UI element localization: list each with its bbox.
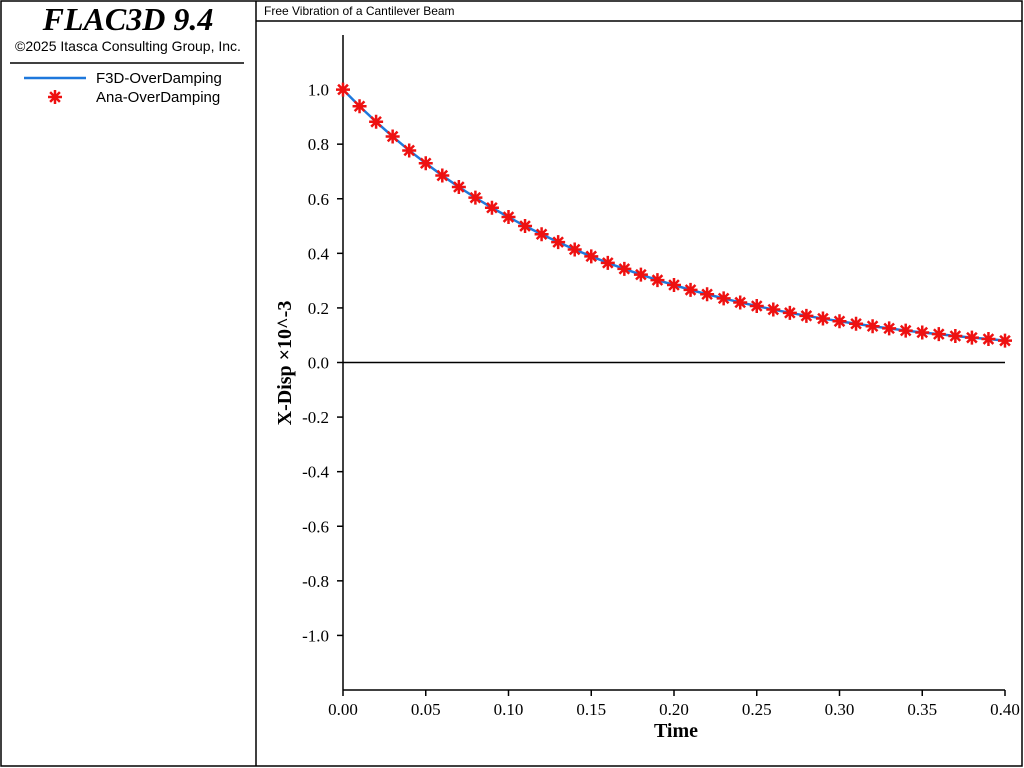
asterisk-marker: [700, 287, 715, 302]
asterisk-marker: [336, 82, 350, 97]
y-tick-label: 0.0: [308, 354, 329, 373]
asterisk-marker: [931, 327, 946, 342]
asterisk-marker: [882, 321, 897, 336]
x-tick-label: 0.30: [825, 700, 855, 719]
y-tick-label: -0.2: [302, 408, 329, 427]
x-tick-label: 0.05: [411, 700, 441, 719]
asterisk-marker: [815, 311, 830, 326]
asterisk-marker: [733, 295, 748, 310]
asterisk-marker: [667, 277, 681, 292]
asterisk-marker: [484, 200, 499, 215]
x-tick-label: 0.10: [494, 700, 524, 719]
asterisk-marker: [418, 156, 433, 171]
y-tick-label: 1.0: [308, 81, 329, 100]
asterisk-marker: [650, 273, 665, 288]
asterisk-marker: [915, 325, 930, 340]
asterisk-marker: [832, 314, 847, 329]
asterisk-marker: [551, 235, 566, 250]
y-tick-label: -1.0: [302, 626, 329, 645]
x-tick-label: 0.40: [990, 700, 1020, 719]
copyright: ©2025 Itasca Consulting Group, Inc.: [15, 38, 241, 54]
asterisk-marker: [948, 329, 963, 344]
asterisk-marker: [369, 114, 384, 129]
x-tick-label: 0.15: [576, 700, 606, 719]
asterisk-marker: [998, 333, 1012, 348]
series-line: [342, 88, 1006, 342]
asterisk-marker: [782, 305, 797, 320]
asterisk-marker: [468, 190, 483, 205]
x-tick-label: 0.35: [907, 700, 937, 719]
asterisk-marker: [451, 180, 466, 195]
asterisk-marker: [600, 255, 615, 270]
asterisk-marker: [435, 168, 450, 183]
legend-label: Ana-OverDamping: [96, 89, 220, 106]
x-tick-label: 0.20: [659, 700, 689, 719]
asterisk-marker: [385, 129, 400, 144]
asterisk-marker: [849, 316, 864, 331]
y-tick-label: 0.6: [308, 190, 329, 209]
y-tick-label: -0.8: [302, 572, 329, 591]
asterisk-marker: [567, 242, 582, 257]
asterisk-marker: [683, 282, 698, 297]
asterisk-marker: [799, 308, 814, 323]
asterisk-marker: [402, 143, 417, 158]
y-tick-label: 0.2: [308, 299, 329, 318]
asterisk-marker: [617, 261, 632, 276]
asterisk-marker: [865, 319, 880, 334]
y-tick-label: -0.6: [302, 517, 329, 536]
asterisk-marker: [964, 330, 979, 345]
product-title: FLAC3D 9.4: [42, 1, 214, 37]
asterisk-marker: [749, 299, 764, 314]
x-tick-label: 0.00: [328, 700, 358, 719]
asterisk-marker: [518, 219, 533, 234]
asterisk-marker: [534, 227, 549, 242]
y-tick-label: 0.4: [308, 244, 330, 263]
asterisk-marker: [633, 267, 648, 282]
x-axis-label: Time: [654, 720, 698, 742]
asterisk-marker: [766, 302, 781, 317]
asterisk-marker: [584, 249, 599, 264]
y-axis-label: X-Disp ×10^-3: [274, 301, 296, 426]
asterisk-marker: [352, 99, 367, 114]
y-tick-label: -0.4: [302, 463, 329, 482]
legend-label: F3D-OverDamping: [96, 70, 222, 87]
x-tick-label: 0.25: [742, 700, 772, 719]
asterisk-marker: [716, 291, 731, 306]
asterisk-marker: [501, 210, 516, 225]
asterisk-marker: [898, 323, 913, 338]
chart-title: Free Vibration of a Cantilever Beam: [264, 4, 455, 18]
legend-swatch: [48, 90, 62, 104]
y-tick-label: 0.8: [308, 135, 329, 154]
asterisk-marker: [981, 332, 996, 347]
